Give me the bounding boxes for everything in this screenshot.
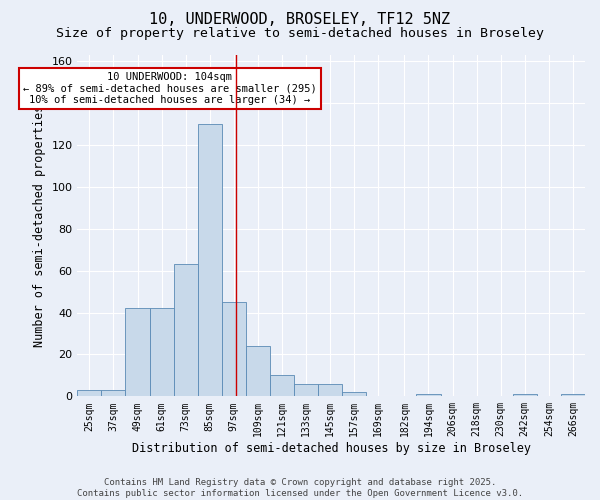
Bar (270, 376, 294, 396)
Bar (198, 124, 222, 396)
Bar (561, 394, 585, 396)
Bar (173, 264, 198, 396)
Bar (125, 308, 149, 396)
Bar (342, 392, 366, 396)
Bar (513, 394, 537, 396)
Text: Contains HM Land Registry data © Crown copyright and database right 2025.
Contai: Contains HM Land Registry data © Crown c… (77, 478, 523, 498)
Bar (318, 384, 342, 396)
Bar (101, 390, 125, 396)
Bar (222, 302, 246, 396)
Y-axis label: Number of semi-detached properties: Number of semi-detached properties (33, 104, 46, 347)
Bar (149, 308, 173, 396)
X-axis label: Distribution of semi-detached houses by size in Broseley: Distribution of semi-detached houses by … (131, 442, 530, 455)
Text: 10, UNDERWOOD, BROSELEY, TF12 5NZ: 10, UNDERWOOD, BROSELEY, TF12 5NZ (149, 12, 451, 28)
Text: 10 UNDERWOOD: 104sqm
← 89% of semi-detached houses are smaller (295)
10% of semi: 10 UNDERWOOD: 104sqm ← 89% of semi-detac… (23, 72, 317, 105)
Bar (246, 346, 270, 397)
Bar (77, 390, 101, 396)
Bar (416, 394, 440, 396)
Text: Size of property relative to semi-detached houses in Broseley: Size of property relative to semi-detach… (56, 28, 544, 40)
Bar (294, 384, 318, 396)
